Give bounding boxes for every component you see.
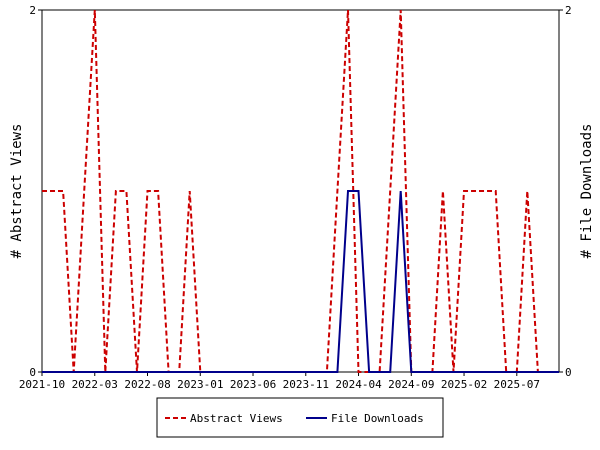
x-tick-label: 2023-11 <box>283 378 329 391</box>
series-layer <box>42 9 559 373</box>
legend: Abstract Views File Downloads <box>156 397 444 438</box>
y-tick-label-left: 2 <box>29 4 36 17</box>
series-line-file-downloads <box>42 190 559 373</box>
x-tick-label: 2021-10 <box>19 378 65 391</box>
y-axis-title-right: # File Downloads <box>579 124 595 259</box>
y-tick-label-left: 0 <box>29 366 36 379</box>
y-tick-label-right: 0 <box>565 366 572 379</box>
y-tick-label-right: 2 <box>565 4 572 17</box>
x-tick-label: 2025-07 <box>494 378 540 391</box>
y-axis-title-left: # Abstract Views <box>9 124 25 259</box>
x-tick-label: 2024-04 <box>335 378 382 391</box>
x-tick-label: 2025-02 <box>441 378 487 391</box>
x-axis: 2021-10 2022-03 2022-08 2023-01 2023-06 2023-… <box>19 372 540 391</box>
y-axis: 0 2 0 2 <box>29 4 571 379</box>
x-tick-label: 2022-03 <box>72 378 118 391</box>
legend-box <box>156 397 444 438</box>
legend-label-file-downloads: File Downloads <box>331 412 424 425</box>
x-tick-label: 2023-06 <box>230 378 276 391</box>
legend-label-abstract-views: Abstract Views <box>190 412 283 425</box>
x-tick-label: 2022-08 <box>124 378 170 391</box>
x-tick-label: 2023-01 <box>177 378 223 391</box>
x-tick-label: 2024-09 <box>388 378 434 391</box>
